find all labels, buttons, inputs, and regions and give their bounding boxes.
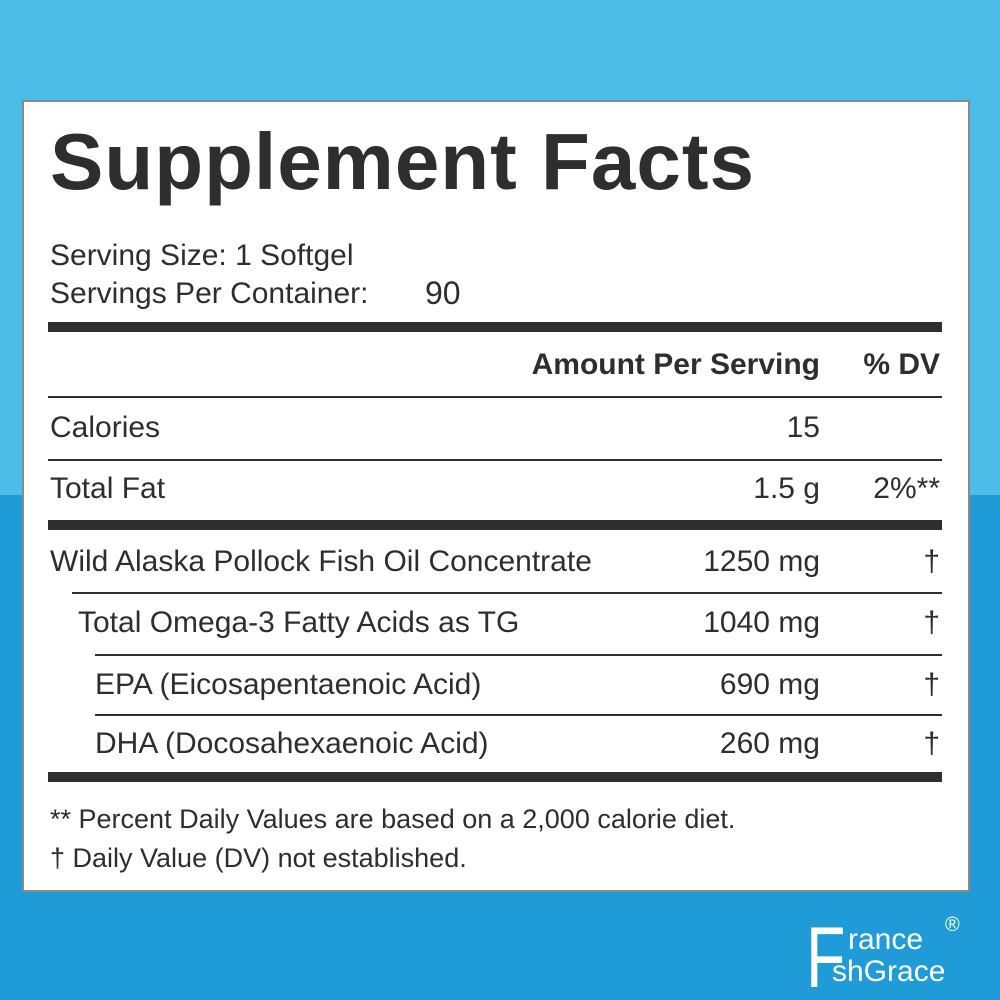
row-name: DHA (Docosahexaenoic Acid) <box>95 727 489 760</box>
thin-rule <box>72 592 942 594</box>
row-dv: 2%** <box>873 472 940 505</box>
row-amount: 1250 mg <box>703 545 820 578</box>
thick-rule <box>48 322 942 332</box>
footnote: † Daily Value (DV) not established. <box>50 843 467 873</box>
servings-value: 90 <box>425 275 461 311</box>
thin-rule <box>48 396 942 398</box>
row-name: Wild Alaska Pollock Fish Oil Concentrate <box>50 545 592 578</box>
facts-panel <box>22 100 970 892</box>
thick-rule <box>48 520 942 530</box>
row-amount: 1040 mg <box>703 606 820 639</box>
brand-line1: rance <box>848 923 924 956</box>
row-name: Total Omega-3 Fatty Acids as TG <box>78 606 520 639</box>
row-dv: † <box>923 606 940 639</box>
thick-rule <box>48 772 942 782</box>
amount-header: Amount Per Serving <box>531 348 820 381</box>
row-dv: † <box>923 727 940 760</box>
serving-size: Serving Size: 1 Softgel <box>50 239 354 272</box>
dv-header: % DV <box>863 348 940 381</box>
row-amount: 260 mg <box>719 727 820 760</box>
row-name: Calories <box>50 411 161 444</box>
title: Supplement Facts <box>50 117 756 206</box>
thin-rule <box>95 654 942 656</box>
row-amount: 15 <box>786 411 820 444</box>
footnote: ** Percent Daily Values are based on a 2… <box>50 804 736 834</box>
thin-rule <box>95 714 942 716</box>
brand-mark: ® <box>945 914 960 936</box>
row-dv: † <box>923 668 940 701</box>
row-amount: 1.5 g <box>753 472 820 505</box>
row-amount: 690 mg <box>719 668 820 701</box>
servings-label: Servings Per Container: <box>50 277 369 310</box>
thin-rule <box>48 459 942 461</box>
brand-line2: shGrace <box>832 955 946 988</box>
row-name: EPA (Eicosapentaenoic Acid) <box>95 668 482 701</box>
row-dv: † <box>923 545 940 578</box>
brand-initial: F <box>806 910 846 1000</box>
row-name: Total Fat <box>50 472 166 505</box>
